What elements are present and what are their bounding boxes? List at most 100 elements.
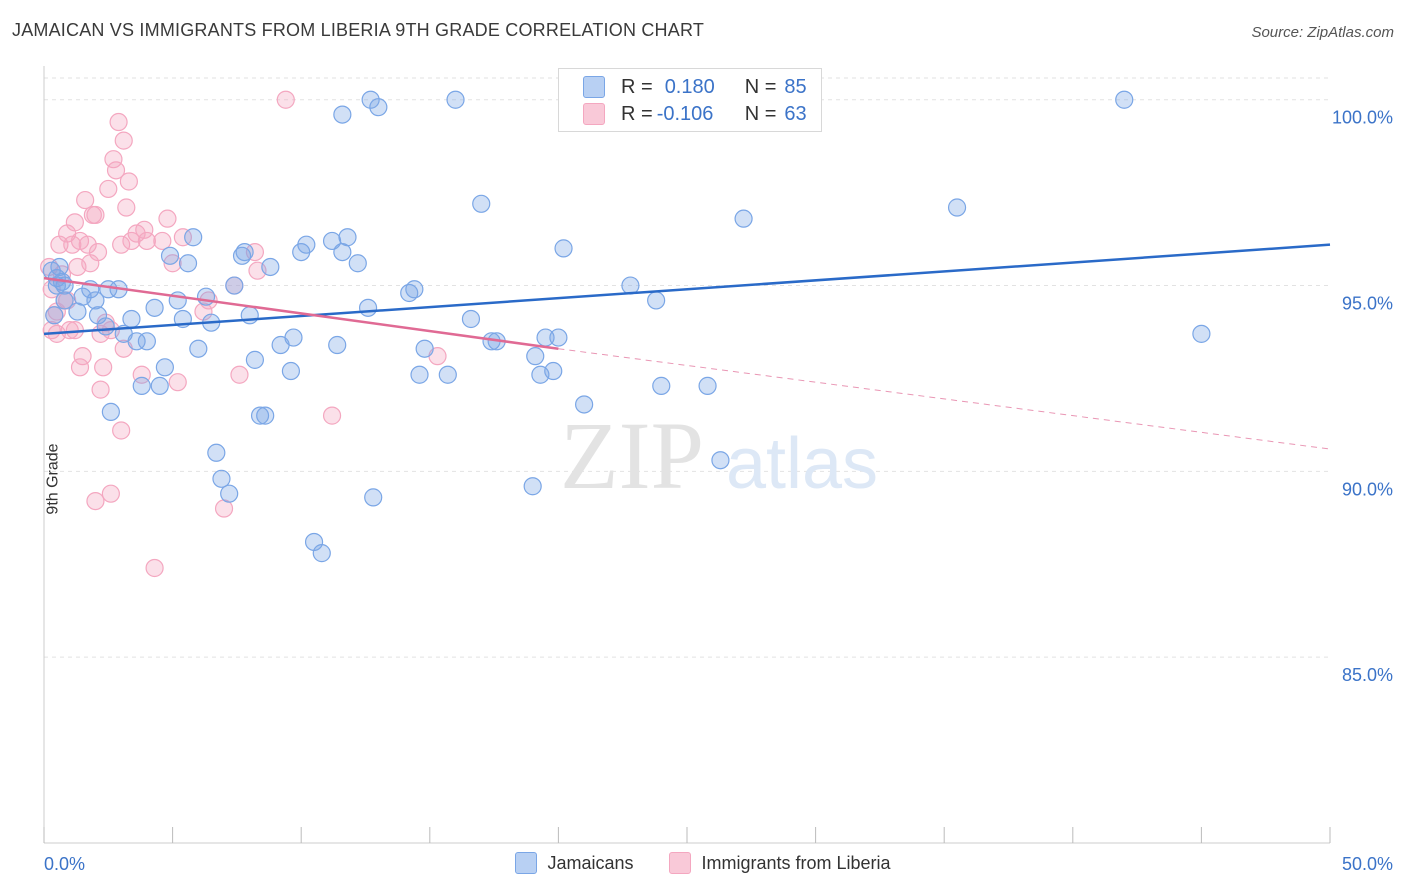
jamaican-point	[101, 402, 120, 422]
liberia-point	[70, 358, 90, 377]
jamaican-point	[256, 406, 275, 425]
y-axis-label: 9th Grade	[44, 443, 62, 515]
jamaican-point	[698, 376, 717, 395]
liberia-point	[76, 190, 95, 210]
jamaican-point	[261, 257, 280, 277]
jamaican-point	[207, 443, 226, 462]
jamaican-point	[472, 194, 491, 213]
liberia-point	[135, 220, 154, 239]
jamaicans-swatch	[583, 76, 605, 98]
jamaican-point	[212, 469, 231, 488]
axes	[43, 66, 1331, 844]
jamaican-point	[322, 231, 342, 251]
liberia-point	[60, 321, 79, 340]
jamaican-point	[45, 306, 64, 325]
liberia-point	[86, 491, 105, 511]
jamaican-point	[245, 350, 265, 369]
liberia-point	[114, 131, 133, 150]
jamaican-point	[410, 365, 429, 384]
r-value: -0.106	[656, 102, 714, 125]
jamaican-point	[348, 254, 367, 273]
jamaicans-legend-swatch	[515, 852, 538, 874]
jamaican-point	[338, 228, 357, 247]
jamaican-point	[647, 291, 666, 310]
x-tick-label-min: 0.0%	[44, 854, 85, 874]
liberia-point	[119, 172, 138, 191]
liberia-point	[106, 161, 126, 180]
jamaican-point	[333, 105, 352, 124]
stats-legend: R = 0.180 N = 85 R = -0.106 N = 63	[558, 68, 822, 132]
jamaican-point	[50, 257, 69, 277]
jamaican-point	[461, 309, 481, 329]
r-value: 0.180	[664, 75, 715, 98]
watermark-zip: ZIP	[560, 402, 704, 509]
jamaican-point	[235, 243, 254, 262]
jamaican-point	[145, 298, 164, 317]
jamaican-point	[281, 361, 301, 381]
chart-title: JAMAICAN VS IMMIGRANTS FROM LIBERIA 9TH …	[12, 20, 705, 40]
jamaican-point	[55, 291, 74, 310]
jamaican-point	[150, 376, 169, 395]
watermark-atlas: atlas	[726, 424, 878, 504]
liberia-swatch	[583, 103, 605, 125]
liberia-point	[91, 380, 110, 399]
liberia-point	[109, 112, 128, 132]
liberia-point	[137, 231, 156, 251]
series-jamaicans-points	[42, 90, 1211, 563]
r-label: R =	[621, 102, 653, 125]
liberia-legend-swatch	[669, 852, 692, 874]
jamaican-point	[734, 209, 753, 228]
liberia-point	[73, 347, 92, 366]
jamaican-point	[554, 239, 573, 258]
n-value: 85	[784, 75, 807, 98]
jamaican-point	[178, 254, 198, 273]
jamaican-point	[86, 291, 105, 310]
series-legend: Jamaicans Immigrants from Liberia	[0, 852, 1406, 874]
liberia-point	[78, 235, 97, 254]
tick-labels: 100.0% 95.0% 90.0% 85.0% 0.0% 50.0%	[44, 108, 1393, 874]
liberia-point	[158, 209, 177, 228]
jamaican-point	[122, 309, 141, 329]
y-tick-label: 90.0%	[1342, 479, 1393, 499]
liberia-trend-extension	[558, 348, 1331, 450]
n-label: N =	[744, 102, 777, 125]
liberia-point	[173, 228, 192, 247]
liberia-point	[104, 150, 123, 169]
jamaican-point	[652, 376, 671, 395]
jamaican-point	[358, 298, 378, 317]
jamaican-point	[155, 358, 174, 377]
n-value: 63	[784, 102, 807, 125]
jamaican-point	[947, 198, 967, 217]
jamaican-point	[438, 365, 457, 384]
n-label: N =	[744, 75, 777, 98]
jamaican-point	[364, 488, 383, 507]
jamaican-point	[189, 339, 208, 358]
liberia-point	[163, 254, 182, 273]
legend-item-jamaicans: Jamaicans	[515, 852, 633, 874]
jamaican-point	[405, 280, 424, 299]
liberia-point	[153, 231, 172, 251]
jamaican-point	[1192, 324, 1211, 343]
jamaican-point	[250, 406, 270, 425]
liberia-point	[322, 406, 342, 425]
liberia-trend-line	[43, 276, 559, 350]
liberia-point	[112, 421, 131, 440]
jamaican-point	[312, 544, 331, 563]
liberia-point	[99, 179, 118, 199]
jamaican-point	[711, 451, 730, 470]
jamaican-point	[621, 276, 640, 295]
series-liberia-points	[40, 90, 447, 578]
r-label: R =	[621, 75, 653, 98]
jamaican-point	[132, 376, 151, 395]
jamaican-point	[225, 276, 244, 295]
jamaican-point	[523, 477, 542, 496]
liberia-point	[276, 90, 295, 109]
watermark: ZIP atlas	[560, 402, 878, 509]
liberia-point	[112, 235, 131, 254]
jamaican-point	[575, 395, 594, 414]
jamaicans-trend-line	[43, 243, 1331, 336]
jamaican-point	[99, 280, 118, 299]
liberia-point	[117, 198, 136, 217]
liberia-point	[101, 484, 120, 503]
